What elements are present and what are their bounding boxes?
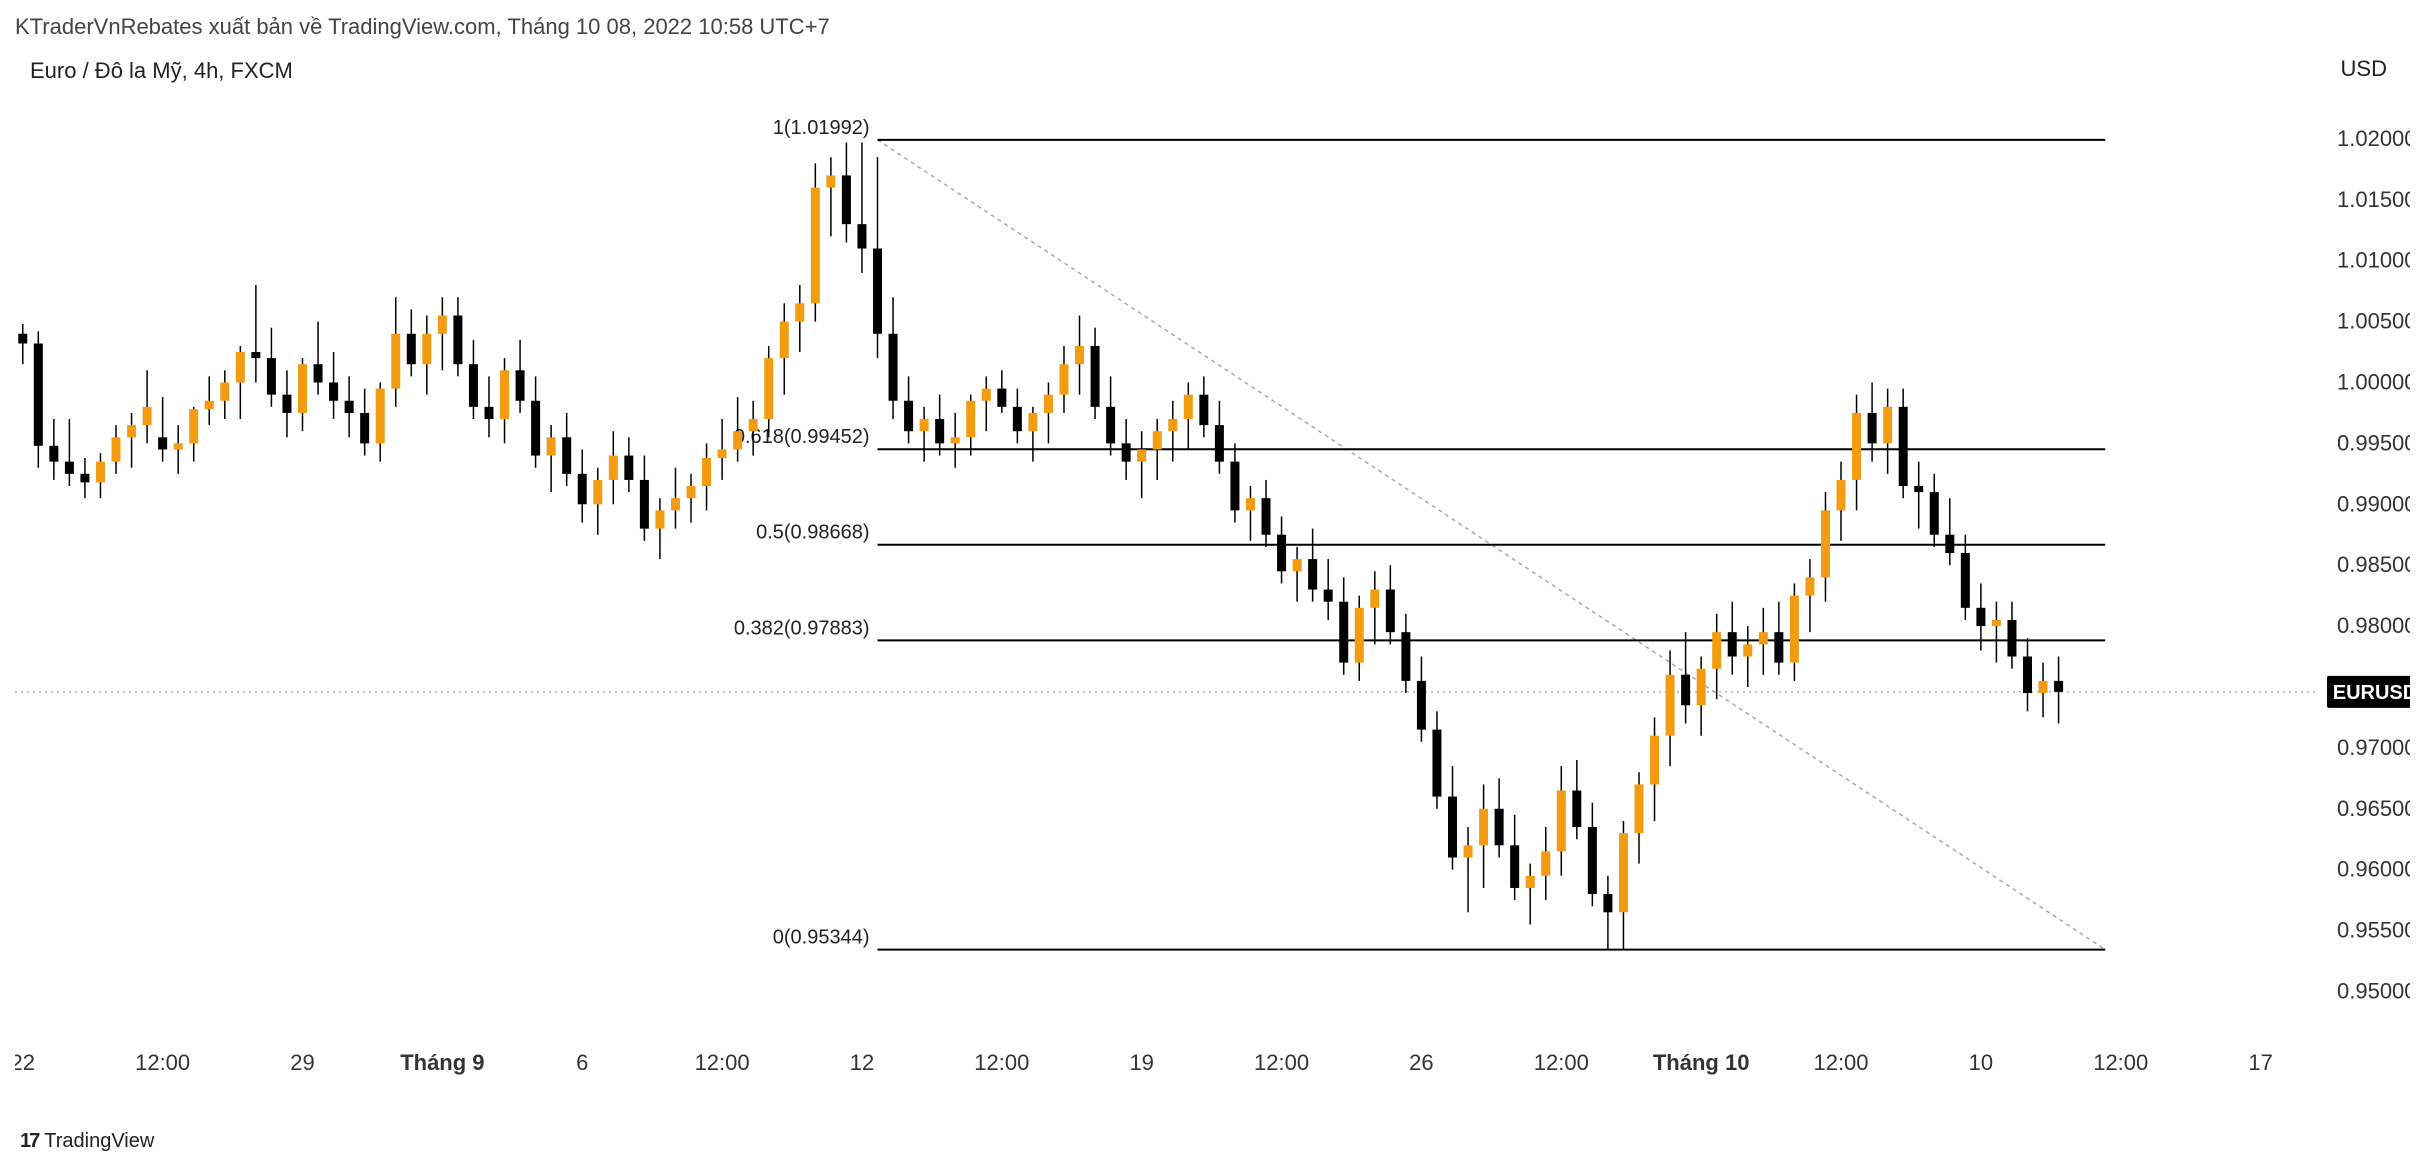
svg-text:0.98000: 0.98000: [2337, 613, 2410, 638]
svg-text:1.01500: 1.01500: [2337, 187, 2410, 212]
svg-text:12:00: 12:00: [1534, 1050, 1589, 1075]
svg-text:0.99500: 0.99500: [2337, 430, 2410, 455]
svg-text:1.00000: 1.00000: [2337, 369, 2410, 394]
svg-text:17: 17: [2248, 1050, 2272, 1075]
svg-text:26: 26: [1409, 1050, 1433, 1075]
svg-text:1.01000: 1.01000: [2337, 248, 2410, 273]
svg-text:0.382(0.97883): 0.382(0.97883): [734, 617, 870, 639]
svg-text:0.5(0.98668): 0.5(0.98668): [756, 522, 869, 544]
svg-text:1(1.01992): 1(1.01992): [773, 117, 870, 139]
svg-text:0.95000: 0.95000: [2337, 978, 2410, 1003]
svg-text:12: 12: [850, 1050, 874, 1075]
svg-text:12:00: 12:00: [974, 1050, 1029, 1075]
svg-text:12:00: 12:00: [1813, 1050, 1868, 1075]
svg-text:0.96500: 0.96500: [2337, 796, 2410, 821]
svg-text:0.99000: 0.99000: [2337, 491, 2410, 516]
svg-text:0.98500: 0.98500: [2337, 552, 2410, 577]
svg-text:12:00: 12:00: [695, 1050, 750, 1075]
svg-text:12:00: 12:00: [2093, 1050, 2148, 1075]
svg-text:22: 22: [15, 1050, 35, 1075]
svg-text:0.97000: 0.97000: [2337, 735, 2410, 760]
svg-text:0.95500: 0.95500: [2337, 918, 2410, 943]
svg-text:6: 6: [576, 1050, 588, 1075]
svg-text:10: 10: [1969, 1050, 1993, 1075]
svg-text:0.96000: 0.96000: [2337, 857, 2410, 882]
svg-text:1.00500: 1.00500: [2337, 309, 2410, 334]
svg-text:0(0.95344): 0(0.95344): [773, 927, 870, 949]
svg-text:Tháng 9: Tháng 9: [400, 1050, 484, 1075]
svg-text:1.02000: 1.02000: [2337, 126, 2410, 151]
svg-text:12:00: 12:00: [135, 1050, 190, 1075]
svg-text:29: 29: [290, 1050, 314, 1075]
publish-info: KTraderVnRebates xuất bản về TradingView…: [15, 14, 830, 40]
svg-text:EURUSD: EURUSD: [2333, 682, 2410, 704]
svg-text:19: 19: [1129, 1050, 1153, 1075]
tradingview-logo: 17 TradingView: [20, 1130, 154, 1153]
svg-text:Tháng 10: Tháng 10: [1653, 1050, 1750, 1075]
chart-area[interactable]: 1(1.01992)0.618(0.99452)0.5(0.98668)0.38…: [15, 78, 2315, 1088]
svg-text:12:00: 12:00: [1254, 1050, 1309, 1075]
